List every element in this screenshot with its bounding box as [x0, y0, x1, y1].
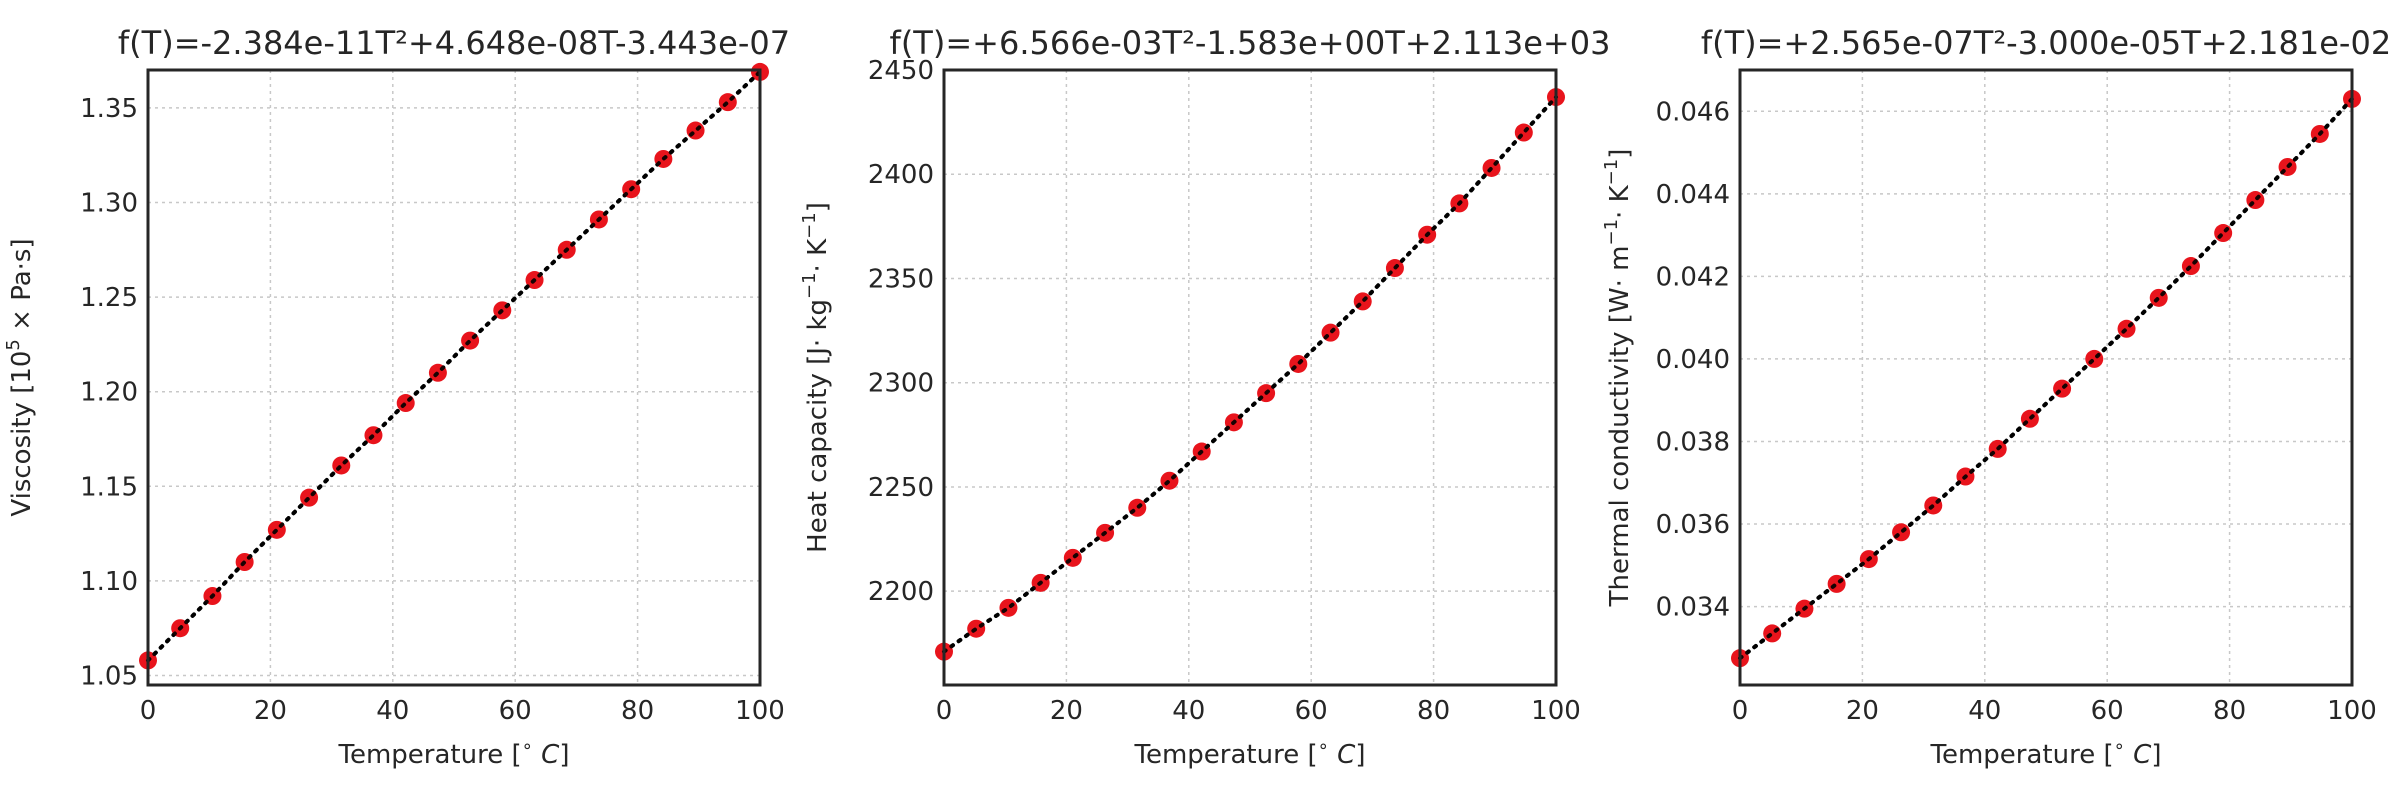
y-tick-label: 2350 [868, 264, 934, 294]
y-tick-label: 2250 [868, 473, 934, 503]
x-tick-label: 0 [140, 696, 157, 726]
y-tick-label: 2300 [868, 369, 934, 399]
x-tick-label: 20 [254, 696, 287, 726]
data-point [332, 456, 351, 475]
x-tick-label: 100 [2327, 696, 2377, 726]
chart-title: f(T)=+6.566e-03T²-1.583e+00T+2.113e+03 [890, 24, 1611, 62]
y-axis-label: Viscosity [105 × Pa·s] [3, 238, 37, 516]
x-tick-label: 20 [1846, 696, 1879, 726]
y-tick-label: 1.20 [80, 378, 138, 408]
data-point [1514, 123, 1533, 142]
axes-frame [146, 68, 762, 687]
y-tick-label: 1.05 [80, 662, 138, 692]
x-axis-label: Temperature [∘ C] [1930, 736, 2162, 770]
data-point [2181, 257, 2200, 276]
data-point [718, 93, 737, 112]
x-tick-label: 80 [1417, 696, 1450, 726]
x-tick-label: 80 [621, 696, 654, 726]
x-tick-label: 40 [1172, 696, 1205, 726]
x-tick-label: 80 [2213, 696, 2246, 726]
y-tick-label: 0.042 [1656, 262, 1730, 292]
x-tick-label: 60 [1295, 696, 1328, 726]
chart-panel-3: 0 20 40 60 80 100 0.034 0.036 0.038 0.040 0.042 0.0… [1601, 24, 2391, 770]
y-tick-label: 2200 [868, 577, 934, 607]
x-tick-label: 0 [1732, 696, 1749, 726]
data-point [2117, 319, 2136, 338]
x-tick-label: 100 [735, 696, 785, 726]
x-tick-label: 60 [499, 696, 532, 726]
y-tick-label: 2400 [868, 160, 934, 190]
chart-title: f(T)=+2.565e-07T²-3.000e-05T+2.181e-02 [1701, 24, 2391, 62]
chart-title: f(T)=-2.384e-11T²+4.648e-08T-3.443e-07 [118, 24, 790, 62]
fit-line [1738, 96, 2354, 661]
chart-panel-2: 0 20 40 60 80 100 2200 2250 2300 2350 2400 2450f(T)… [799, 24, 1610, 770]
y-tick-label: 1.35 [80, 94, 138, 124]
x-tick-label: 40 [1968, 696, 2001, 726]
fit-line [942, 95, 1558, 654]
axes-frame [1738, 68, 2354, 687]
fit-line-overlay [146, 69, 762, 663]
y-tick-label: 0.036 [1656, 510, 1730, 540]
y-axis-label: Thermal conductivity [W· m−1· K−1] [1601, 149, 1635, 608]
data-point [1353, 292, 1372, 311]
data-point [2214, 224, 2233, 243]
x-tick-label: 20 [1050, 696, 1083, 726]
data-point [396, 394, 415, 413]
data-point [1892, 523, 1911, 542]
y-tick-label: 0.034 [1656, 593, 1730, 623]
y-axis-label: Heat capacity [J· kg−1· K−1] [799, 202, 833, 553]
y-tick-label: 1.25 [80, 283, 138, 313]
x-tick-label: 0 [936, 696, 953, 726]
x-axis-label: Temperature [∘ C] [338, 736, 570, 770]
fit-line-overlay [942, 95, 1558, 654]
y-tick-label: 1.15 [80, 472, 138, 502]
data-point [1321, 323, 1340, 342]
data-point [1063, 548, 1082, 567]
data-point [686, 121, 705, 140]
x-tick-label: 40 [376, 696, 409, 726]
y-tick-label: 1.30 [80, 188, 138, 218]
data-point [999, 598, 1018, 617]
data-point [1160, 471, 1179, 490]
x-axis-label: Temperature [∘ C] [1134, 736, 1366, 770]
y-tick-label: 1.10 [80, 567, 138, 597]
data-point [2085, 349, 2104, 368]
axes-frame [942, 68, 1558, 687]
x-tick-label: 60 [2091, 696, 2124, 726]
y-tick-label: 2450 [868, 56, 934, 86]
x-tick-label: 100 [1531, 696, 1581, 726]
y-tick-label: 0.044 [1656, 180, 1730, 210]
data-point [1827, 574, 1846, 593]
y-tick-label: 0.040 [1656, 345, 1730, 375]
y-tick-label: 0.038 [1656, 427, 1730, 457]
y-tick-label: 0.046 [1656, 97, 1730, 127]
data-point [2053, 379, 2072, 398]
chart-panel-1: 0 20 40 60 80 100 1.05 1.10 1.15 1.20 1.25 1.30 1.35… [3, 24, 790, 770]
data-point [2246, 191, 2265, 210]
fit-line-overlay [1738, 96, 2354, 661]
data-point [1763, 624, 1782, 643]
